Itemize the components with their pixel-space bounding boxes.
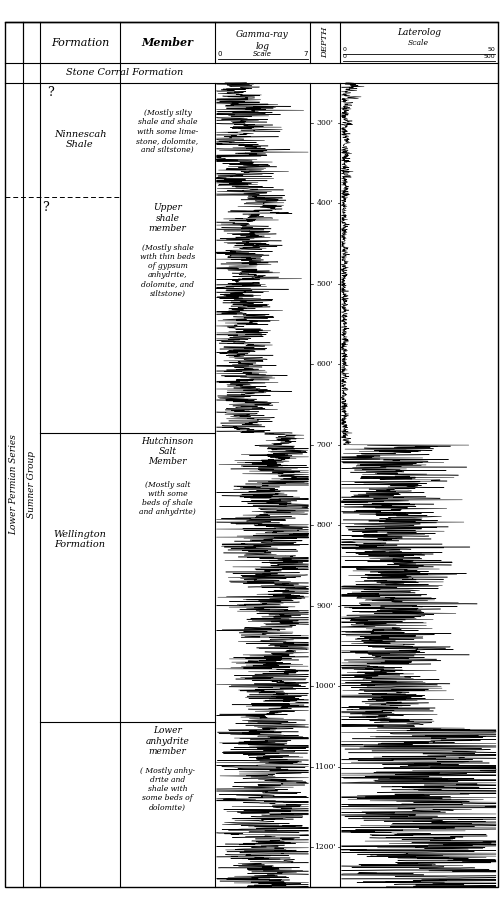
Text: Lower
anhydrite
member: Lower anhydrite member (146, 726, 190, 756)
Text: 0: 0 (342, 54, 346, 59)
Text: Scale: Scale (408, 39, 429, 47)
Text: (Mostly salt
with some
beds of shale
and anhydrite): (Mostly salt with some beds of shale and… (139, 481, 196, 516)
Text: 300': 300' (316, 119, 334, 127)
Text: Laterolog: Laterolog (397, 28, 441, 37)
Text: Member: Member (142, 37, 194, 48)
Text: Ninnescah
Shale: Ninnescah Shale (54, 129, 106, 149)
Text: 1000': 1000' (314, 682, 336, 690)
Text: log: log (256, 42, 270, 51)
Text: Scale: Scale (253, 50, 272, 57)
Text: Stone Corral Formation: Stone Corral Formation (66, 68, 184, 77)
Text: 50: 50 (487, 47, 495, 52)
Text: Hutchinson
Salt
Member: Hutchinson Salt Member (142, 436, 194, 466)
Text: DEPTH: DEPTH (321, 27, 329, 58)
Text: (Mostly silty
shale and shale
with some lime-
stone, dolomite,
and siltstone): (Mostly silty shale and shale with some … (136, 110, 198, 154)
Text: 1100': 1100' (314, 762, 336, 770)
Text: 600': 600' (316, 360, 334, 368)
Text: 500': 500' (316, 280, 334, 287)
Text: ?: ? (48, 86, 54, 99)
Text: Wellington
Formation: Wellington Formation (54, 530, 106, 549)
Text: 1200': 1200' (314, 843, 336, 851)
Text: (Mostly shale
with thin beds
of gypsum
anhydrite,
dolomite, and
siltstone): (Mostly shale with thin beds of gypsum a… (140, 243, 195, 297)
Text: 0: 0 (342, 47, 346, 52)
Text: Lower Permian Series: Lower Permian Series (9, 435, 18, 535)
Text: 800': 800' (316, 521, 334, 529)
Text: ( Mostly anhy-
drite and
shale with
some beds of
dolomite): ( Mostly anhy- drite and shale with some… (140, 767, 195, 811)
Text: 700': 700' (316, 441, 334, 449)
Text: Upper
shale
member: Upper shale member (148, 203, 186, 233)
Text: Sumner Group: Sumner Group (27, 452, 36, 518)
Text: 400': 400' (316, 199, 334, 207)
Text: Formation: Formation (51, 38, 109, 48)
Text: Gamma-ray: Gamma-ray (236, 30, 289, 39)
Text: 7: 7 (303, 50, 308, 57)
Text: 500: 500 (484, 54, 495, 59)
Text: 0: 0 (218, 50, 222, 57)
Text: ?: ? (42, 201, 49, 215)
Text: 900': 900' (316, 602, 334, 610)
